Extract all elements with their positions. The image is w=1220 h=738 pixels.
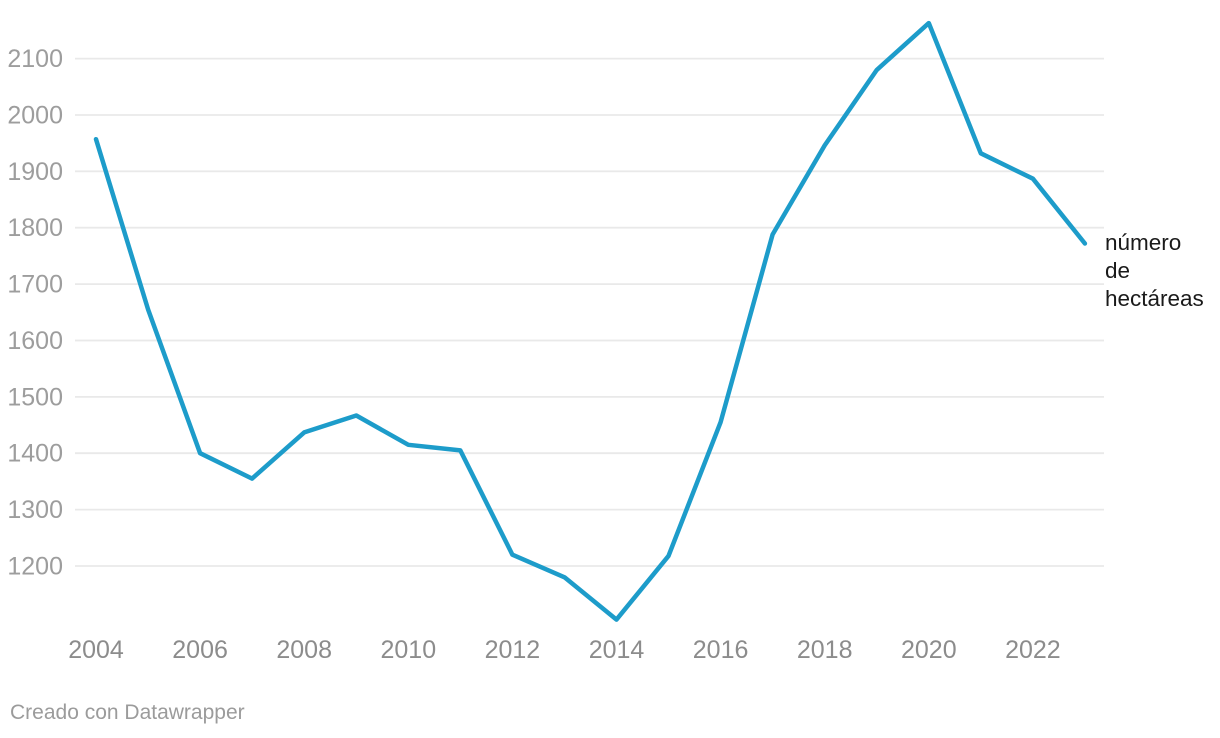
x-tick-label: 2014 <box>589 636 645 664</box>
line-chart: 1200 1300 1400 1500 1600 1700 1800 1900 2000 2100… <box>7 20 1104 664</box>
y-tick-label: 1700 <box>7 271 63 299</box>
series-label: número de hectáreas <box>1105 229 1204 313</box>
y-tick-label: 1500 <box>7 383 63 411</box>
x-tick-label: 2020 <box>901 636 957 664</box>
y-tick-label: 1200 <box>7 553 63 581</box>
x-tick-label: 2012 <box>485 636 541 664</box>
y-tick-label: 1800 <box>7 214 63 242</box>
x-tick-label: 2004 <box>68 636 124 664</box>
y-tick-label: 1400 <box>7 440 63 468</box>
data-line <box>93 20 1088 622</box>
x-tick-label: 2010 <box>380 636 436 664</box>
x-tick-label: 2008 <box>276 636 332 664</box>
series-label-line-2: de <box>1105 258 1131 283</box>
series-label-line-3: hectáreas <box>1105 286 1204 311</box>
x-tick-label: 2006 <box>172 636 228 664</box>
x-tick-label: 2018 <box>797 636 853 664</box>
y-tick-label: 1600 <box>7 327 63 355</box>
y-tick-label: 2100 <box>7 45 63 73</box>
x-tick-label: 2016 <box>693 636 749 664</box>
y-tick-label: 2000 <box>7 102 63 130</box>
y-tick-label: 1300 <box>7 496 63 524</box>
x-tick-label: 2022 <box>1005 636 1061 664</box>
credit-text: Creado con Datawrapper <box>10 701 245 724</box>
series-label-line-1: número <box>1105 230 1182 255</box>
y-tick-label: 1900 <box>7 158 63 186</box>
